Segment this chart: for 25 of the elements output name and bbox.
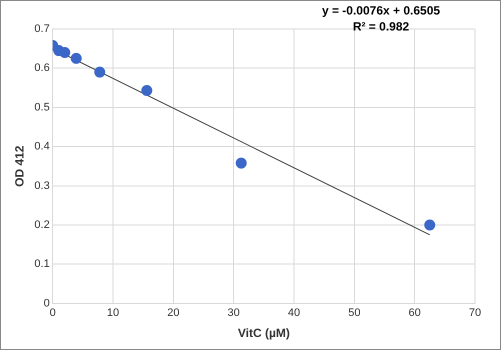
point — [59, 47, 70, 58]
x-tick-label: 50 — [348, 307, 360, 320]
y-tick-label: 0.7 — [34, 23, 50, 36]
y-tick-label: 0.6 — [34, 62, 50, 74]
x-tick-label: 60 — [408, 307, 421, 320]
point — [70, 52, 82, 64]
y-tick-label: 0.2 — [34, 219, 50, 232]
point — [141, 85, 152, 96]
text: y = -0.0076x + 0.6505 — [322, 3, 440, 18]
y-tick-label: 0.4 — [34, 140, 50, 153]
x-tick-label: 20 — [167, 307, 180, 320]
x-tick-label: 70 — [468, 307, 482, 320]
x-tick-label: 10 — [106, 307, 120, 320]
x-tick-label: 30 — [228, 307, 240, 320]
point — [94, 66, 106, 78]
y-tick-label: 0.1 — [34, 258, 50, 270]
y-tick-label: 0.3 — [34, 180, 50, 192]
annotation: R² = 0.982 — [352, 19, 410, 34]
point — [424, 220, 436, 230]
x-axis-title: VitC (µM) — [238, 326, 290, 340]
point — [236, 158, 247, 169]
x-tick-label: 40 — [288, 307, 300, 320]
y-tick-label: 0.5 — [34, 101, 50, 114]
y-tick-label: 0 — [44, 297, 50, 310]
y-axis-title: OD 412 — [12, 145, 27, 187]
